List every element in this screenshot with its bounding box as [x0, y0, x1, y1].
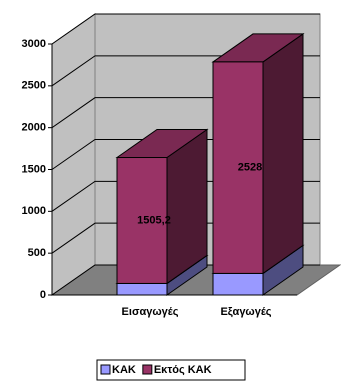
- bar: [116, 157, 168, 284]
- x-tick-label: Εισαγωγές: [122, 306, 179, 318]
- legend-label: Εκτός ΚΑΚ: [154, 364, 212, 376]
- x-tick-label: Εξαγωγές: [220, 306, 271, 318]
- value-label: 1505,2: [137, 214, 171, 226]
- legend-swatch: [100, 364, 111, 375]
- bar-side: [262, 32, 304, 275]
- y-tick-label: 3000: [22, 38, 46, 50]
- y-tick-label: 1000: [22, 205, 46, 217]
- y-tick-label: 0: [40, 289, 46, 301]
- bar: [212, 272, 264, 296]
- y-tick-label: 2000: [22, 122, 46, 134]
- legend-label: ΚΑΚ: [112, 364, 136, 376]
- y-tick-label: 1500: [22, 163, 46, 175]
- bar: [116, 282, 168, 296]
- value-label: 2528: [238, 162, 262, 174]
- y-tick-label: 500: [28, 247, 46, 259]
- legend: [96, 359, 246, 381]
- legend-swatch: [142, 364, 153, 375]
- bar: [212, 61, 264, 274]
- y-tick-label: 2500: [22, 80, 46, 92]
- grid-line: [51, 13, 320, 45]
